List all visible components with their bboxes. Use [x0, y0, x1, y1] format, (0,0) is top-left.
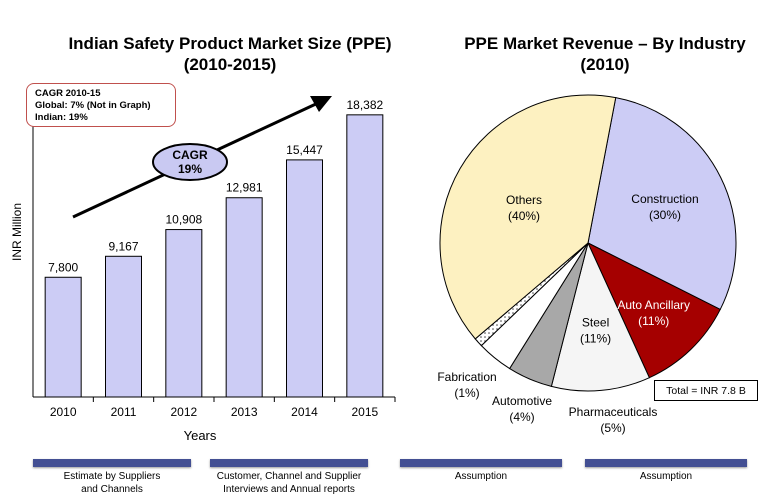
- footer-source-line: Estimate by Suppliers: [63, 471, 161, 482]
- bar: [346, 114, 384, 398]
- bar-chart-title-line1: Indian Safety Product Market Size (PPE): [68, 34, 392, 53]
- bar: [225, 197, 263, 398]
- bar-chart-y-axis-label: INR Million: [10, 202, 25, 262]
- pie-slice: [439, 94, 617, 340]
- pie-slice-percent: (1%): [454, 386, 479, 400]
- x-tick-label: 2011: [111, 405, 137, 419]
- pie-slice-label: Construction: [631, 192, 698, 206]
- pie-slice-label: Automotive: [492, 394, 552, 408]
- pie-slice-percent: (40%): [508, 209, 540, 223]
- bar: [105, 255, 142, 398]
- pie-slice-label: Others: [506, 193, 542, 207]
- footer-source-label: Assumption: [585, 470, 747, 483]
- footer-source-label: Estimate by Suppliers and Channels: [33, 470, 191, 496]
- bar-value-label: 18,382: [346, 98, 383, 112]
- footer-source-line: Assumption: [639, 471, 693, 482]
- pie-slice: [550, 241, 651, 392]
- bar: [286, 159, 323, 398]
- footer-source-line: and Channels: [81, 484, 143, 495]
- bar-value-label: 9,167: [108, 239, 138, 253]
- cagr-info-box: CAGR 2010-15 Global: 7% (Not in Graph) I…: [26, 83, 176, 127]
- bar-chart-x-axis-label: Years: [183, 428, 217, 443]
- cagr-info-line: CAGR 2010-15: [35, 88, 101, 99]
- footer-source-line: Interviews and Annual reports: [223, 484, 355, 495]
- footer-source-bar: [210, 459, 368, 467]
- cagr-ellipse: [152, 143, 228, 181]
- bar-chart-title: Indian Safety Product Market Size (PPE) …: [20, 33, 440, 75]
- pie-slice-percent: (5%): [600, 421, 625, 435]
- pie-slice-label: Steel: [582, 316, 609, 330]
- cagr-ellipse-label: CAGR: [172, 148, 208, 162]
- x-tick-label: 2014: [291, 405, 318, 419]
- pie-chart-title: PPE Market Revenue – By Industry (2010): [440, 33, 768, 75]
- footer-source-bar: [400, 459, 562, 467]
- footer-source-label: Assumption: [400, 470, 562, 483]
- pie-slice-percent: (11%): [638, 314, 669, 328]
- bar: [44, 276, 82, 398]
- x-tick-label: 2010: [50, 405, 77, 419]
- bar-chart: 7,800 2010 9,167 2011 10,908 2012 12,981 2013 15…: [32, 90, 396, 419]
- bar-value-label: 10,908: [165, 213, 202, 227]
- footer-source-bar: [33, 459, 191, 467]
- pie-slice: [586, 241, 721, 379]
- pie-slice-label: Pharmaceuticals: [569, 405, 658, 419]
- bar-value-label: 7,800: [48, 260, 78, 274]
- pie-chart-title-line1: PPE Market Revenue – By Industry: [464, 34, 746, 53]
- pie-chart-title-line2: (2010): [580, 55, 630, 74]
- bar-value-label: 12,981: [226, 181, 263, 195]
- footer-source-line: Assumption: [454, 471, 508, 482]
- bar-chart-title-line2: (2010-2015): [183, 55, 277, 74]
- pie-slice-label: Fabrication: [437, 370, 496, 384]
- bar: [165, 229, 203, 398]
- footer-source-bar: [585, 459, 747, 467]
- pie-slice: [587, 97, 737, 311]
- footer-source-line: Customer, Channel and Supplier: [216, 471, 362, 482]
- pie-total-label: Total = INR 7.8 B: [654, 380, 758, 401]
- x-tick-label: 2012: [170, 405, 197, 419]
- footer-source-label: Customer, Channel and Supplier Interview…: [200, 470, 378, 496]
- pie-slice-percent: (4%): [509, 410, 534, 424]
- cagr-arrow-head: [310, 96, 332, 112]
- pie-slice-percent: (30%): [649, 208, 681, 222]
- pie-slice-percent: (11%): [580, 332, 611, 346]
- x-tick-label: 2013: [231, 405, 258, 419]
- pie-chart: Construction (30%) Auto Ancillary (11%) Stee…: [437, 94, 737, 435]
- cagr-info-line: Global: 7% (Not in Graph): [35, 100, 151, 111]
- pie-slice-label: Auto Ancillary: [617, 298, 690, 312]
- x-tick-label: 2015: [351, 405, 378, 419]
- bar-value-label: 15,447: [286, 143, 323, 157]
- cagr-ellipse-label: 19%: [178, 162, 202, 176]
- cagr-info-line: Indian: 19%: [35, 112, 88, 123]
